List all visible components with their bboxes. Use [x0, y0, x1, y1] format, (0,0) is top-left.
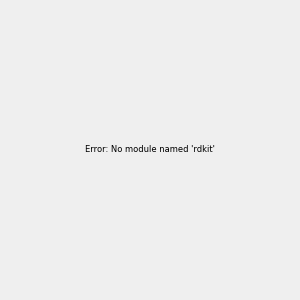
Text: Error: No module named 'rdkit': Error: No module named 'rdkit' [85, 146, 215, 154]
